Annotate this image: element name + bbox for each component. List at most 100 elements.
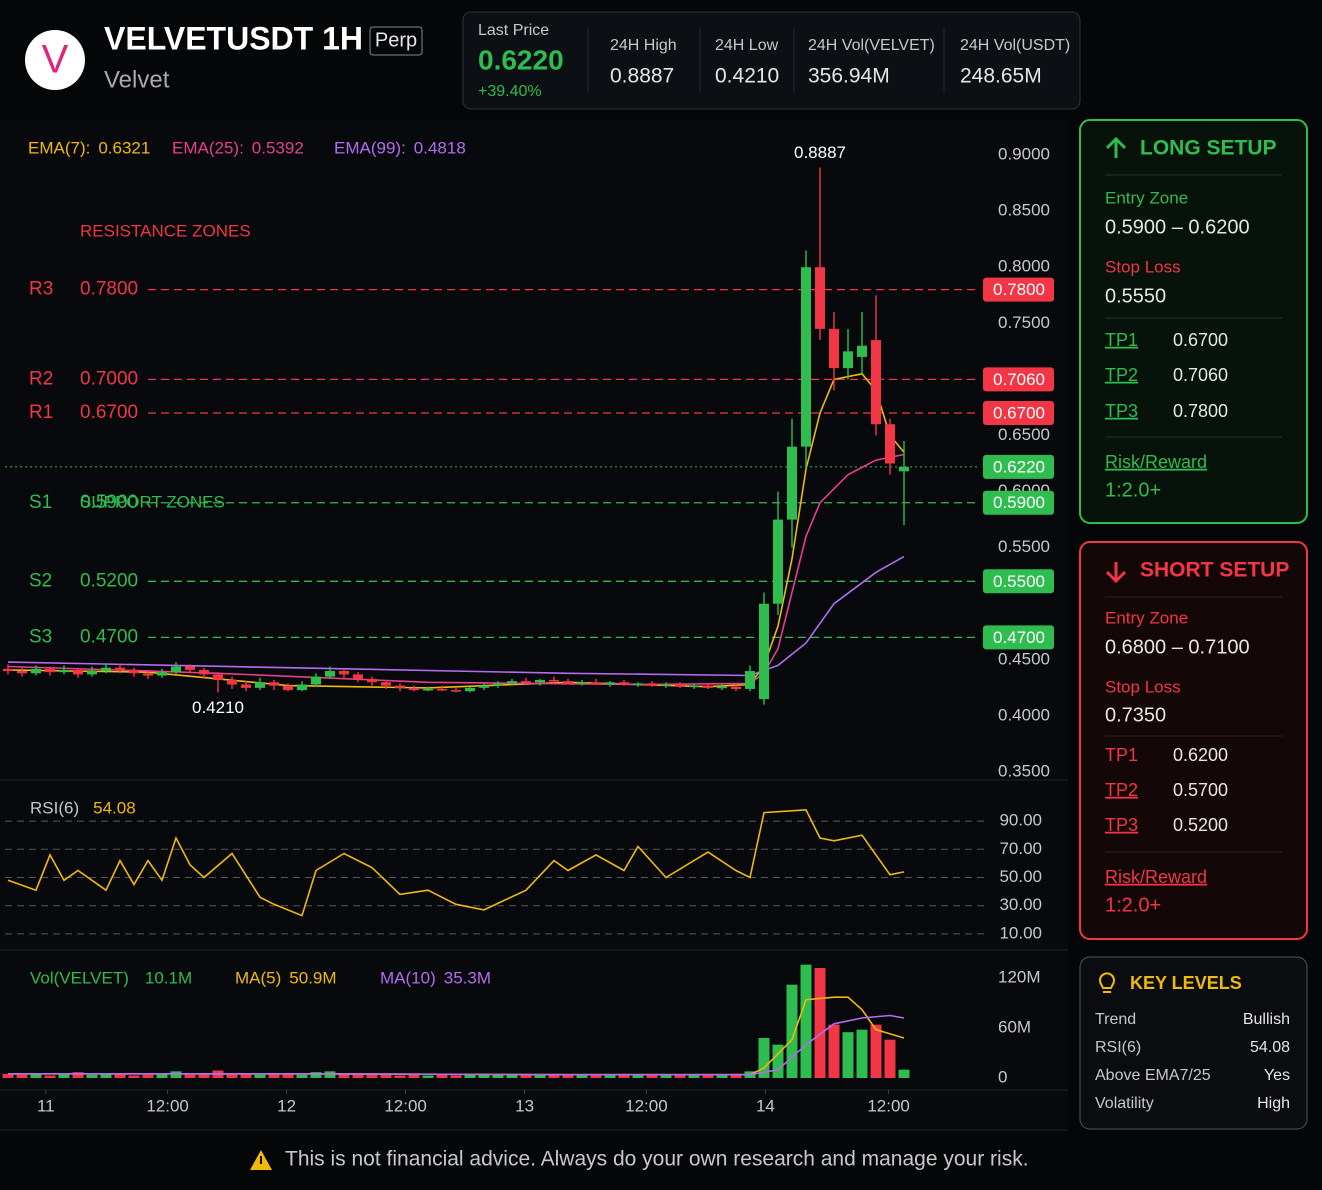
candle-body [899, 466, 909, 472]
stat-value: 356.94M [808, 65, 890, 88]
volume-bar [436, 1074, 448, 1078]
volume-bar [618, 1075, 630, 1078]
legend-value: 54.08 [93, 798, 136, 817]
legend-value: 10.1M [145, 968, 192, 987]
candle-body [325, 671, 335, 677]
candle-body [717, 686, 727, 689]
price-tag-label: 0.7060 [993, 370, 1045, 389]
volume-bar [506, 1073, 518, 1078]
candle-body [549, 680, 559, 682]
badge: Perp [375, 29, 417, 51]
candle-body [871, 340, 881, 425]
candle-body [73, 669, 83, 675]
row-value: High [1257, 1095, 1290, 1112]
volume-bar [884, 1039, 896, 1078]
level-value: 0.6700 [80, 402, 138, 423]
volume-bar [674, 1074, 686, 1078]
indicator-line [7, 555, 905, 677]
candle-body [311, 676, 321, 685]
y-tick-label: 0.6500 [998, 425, 1050, 444]
x-tick-label: 12:00 [867, 1096, 910, 1115]
candle-body [31, 668, 41, 674]
candle-body [843, 351, 853, 369]
plot: 0.90000.85000.80000.75000.70000.65000.60… [2, 138, 1054, 1115]
volume-bar [450, 1075, 462, 1078]
volume-bar [142, 1074, 154, 1078]
target-value: 0.6700 [1173, 330, 1228, 350]
last-price: 0.6220 [478, 44, 564, 75]
candle-body [367, 678, 377, 683]
price-tag-label: 0.5500 [993, 572, 1045, 591]
field-value: 0.7350 [1105, 704, 1166, 726]
candle-body [745, 671, 755, 689]
logo [25, 30, 85, 90]
stat-value: 248.65M [960, 65, 1042, 88]
candle-body [437, 688, 447, 691]
price-tag-label: 0.5900 [993, 493, 1045, 512]
y-tick-label: 0.4500 [998, 649, 1050, 668]
volume-bar [44, 1075, 56, 1078]
y-tick-label: 120M [998, 967, 1041, 986]
logo-letter: V [42, 38, 69, 82]
panel-title: SHORT SETUP [1140, 559, 1289, 582]
level-value: 0.5900 [80, 492, 138, 513]
candle-body [241, 684, 251, 688]
badge-box [369, 26, 423, 56]
field-value: 0.6800 – 0.7100 [1105, 636, 1250, 658]
candle-body [129, 669, 139, 674]
candle-body [521, 681, 531, 683]
candle-body [255, 682, 265, 688]
candle-body [591, 682, 601, 685]
volume-bar [520, 1074, 532, 1078]
candle-body [885, 424, 895, 464]
price-tag-label: 0.7800 [993, 280, 1045, 299]
legend-name: EMA(99): [334, 138, 406, 157]
volume-bar [422, 1075, 434, 1078]
volume-bar [632, 1074, 644, 1078]
legend-value: 35.3M [444, 968, 491, 987]
y-tick-label: 90.00 [999, 811, 1042, 830]
volume-bar [240, 1073, 252, 1078]
y-tick-label: 70.00 [999, 839, 1042, 858]
candle-body [773, 519, 783, 604]
asset-name: Velvet [104, 66, 170, 93]
volume-bar [310, 1072, 322, 1078]
rr-value: 1:2.0+ [1105, 479, 1161, 501]
candle-body [381, 682, 391, 686]
y-tick-label: 0.4000 [998, 705, 1050, 724]
volume-bar [464, 1074, 476, 1078]
candle-body [815, 267, 825, 329]
volume-bar [156, 1073, 168, 1078]
volume-bar [562, 1075, 574, 1078]
stats-box [462, 11, 1081, 110]
volume-bar [296, 1074, 308, 1078]
symbol: VELVETUSDT 1H [104, 20, 363, 56]
disclaimer: This is not financial advice. Always do … [285, 1148, 1029, 1171]
volume-bar [16, 1074, 28, 1078]
up-arrow [1105, 136, 1127, 158]
volume-bar [772, 1044, 784, 1078]
short-panel [1079, 541, 1308, 940]
x-tick-label: 12:00 [384, 1096, 427, 1115]
legend-name: EMA(25): [172, 138, 244, 157]
volume-bar [730, 1073, 742, 1078]
candle-body [45, 668, 55, 673]
candle-body [661, 684, 671, 686]
field-value: 0.5900 – 0.6200 [1105, 216, 1250, 238]
stat-label: 24H Vol(USDT) [960, 37, 1070, 54]
y-tick-label: 0.5500 [998, 537, 1050, 556]
panel-title: LONG SETUP [1140, 137, 1277, 160]
candle-body [633, 683, 643, 685]
field-value: 0.5550 [1105, 285, 1166, 307]
volume-bar [590, 1075, 602, 1078]
level-value: 0.5200 [80, 570, 138, 591]
candle-body [759, 603, 769, 700]
annotation: 0.4210 [192, 698, 244, 717]
rr-value: 1:2.0+ [1105, 894, 1161, 916]
candle-body [101, 667, 111, 672]
candle-body [857, 345, 867, 357]
candle-body [451, 690, 461, 692]
candle-body [675, 684, 685, 687]
candle-body [535, 680, 545, 683]
level-name: S1 [29, 492, 52, 513]
